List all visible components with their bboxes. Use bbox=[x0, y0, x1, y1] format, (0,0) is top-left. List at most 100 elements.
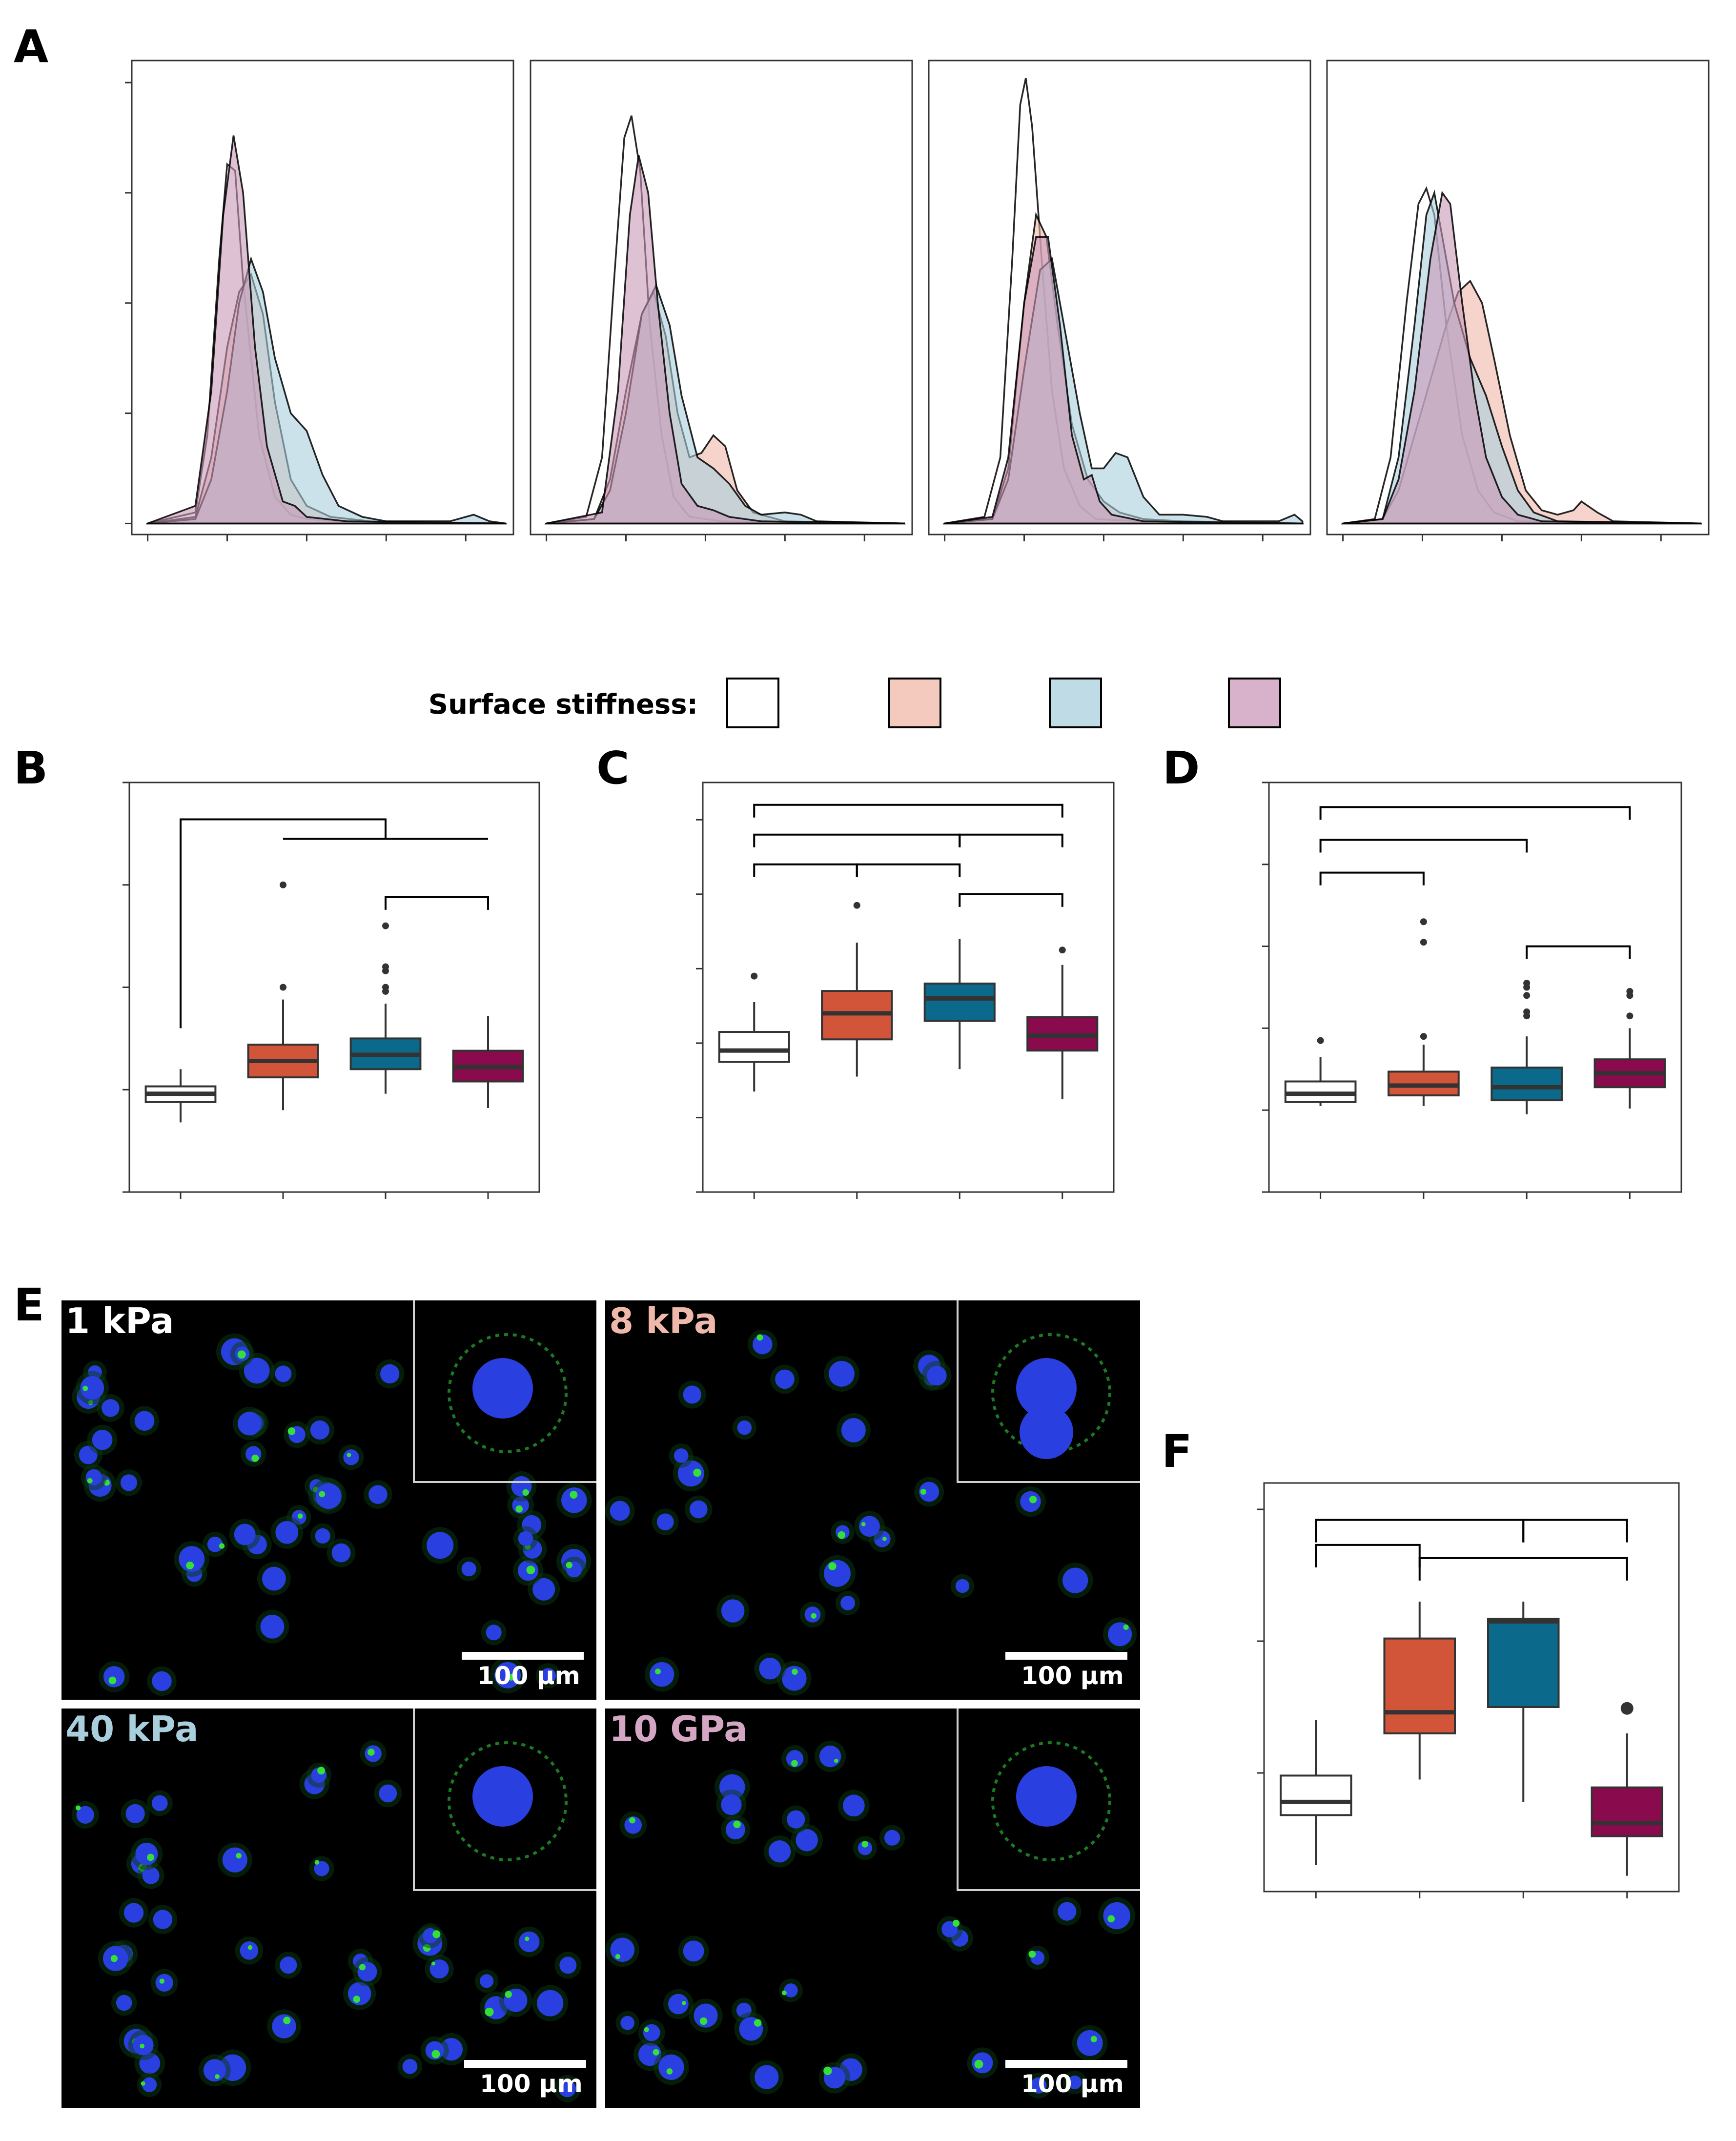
cell-nucleus bbox=[643, 2024, 660, 2041]
outlier-point bbox=[1420, 939, 1427, 946]
focal-adhesion-spot bbox=[353, 1996, 361, 2003]
cell-nucleus bbox=[721, 1794, 742, 1815]
cell-nucleus bbox=[561, 1487, 587, 1513]
inset-cell-outline bbox=[991, 1741, 1111, 1861]
cell-nucleus bbox=[518, 1531, 533, 1546]
cell-nucleus bbox=[125, 1804, 145, 1824]
inset-nucleus bbox=[1016, 1766, 1077, 1827]
outlier-point bbox=[382, 984, 389, 991]
cell-nucleus bbox=[152, 1671, 172, 1691]
box-1kpa bbox=[1280, 1720, 1352, 1865]
micrograph-label: 10 GPa bbox=[609, 1709, 748, 1750]
box-10gpa bbox=[1593, 988, 1666, 1109]
focal-adhesion-spot bbox=[791, 1760, 798, 1767]
scale-bar-label: 100 µm bbox=[1021, 1662, 1124, 1690]
focal-adhesion-spot bbox=[317, 1767, 326, 1775]
cell-nucleus bbox=[683, 1940, 704, 1962]
focal-adhesion-spot bbox=[699, 2017, 708, 2025]
scale-bar bbox=[462, 1652, 584, 1660]
significance-bracket bbox=[1319, 806, 1631, 820]
cell-nucleus bbox=[331, 1543, 351, 1563]
focal-adhesion-spot bbox=[359, 1964, 366, 1971]
focal-adhesion-spot bbox=[283, 2017, 291, 2024]
focal-adhesion-spot bbox=[319, 1491, 326, 1498]
cell-nucleus bbox=[674, 1448, 689, 1463]
cell-nucleus bbox=[532, 1578, 555, 1601]
zoom-inset bbox=[957, 1709, 1140, 1891]
box-8kpa bbox=[247, 881, 319, 1111]
outlier-point bbox=[382, 963, 389, 970]
cell-nucleus bbox=[102, 1399, 120, 1417]
legend-swatch-40kpa bbox=[1049, 678, 1102, 728]
box-10gpa bbox=[452, 1016, 524, 1109]
cell-nucleus bbox=[755, 2065, 779, 2089]
cell-nucleus bbox=[689, 1500, 708, 1519]
cell-nucleus bbox=[823, 1560, 851, 1587]
focal-adhesion-spot bbox=[733, 1820, 741, 1829]
scale-bar-label: 100 µm bbox=[480, 2070, 583, 2098]
density-curve-10gpa bbox=[942, 236, 1304, 525]
cell-nucleus bbox=[486, 1625, 502, 1641]
focal-adhesion-spot bbox=[432, 1930, 441, 1938]
inset-cell-outline bbox=[448, 1741, 568, 1861]
focal-adhesion-spot bbox=[1029, 1496, 1037, 1503]
focal-adhesion-spot bbox=[834, 1758, 838, 1763]
focal-adhesion-spot bbox=[882, 1536, 887, 1541]
significance-bracket bbox=[1319, 839, 1528, 853]
cell-nucleus bbox=[123, 1903, 144, 1923]
cell-nucleus bbox=[310, 1420, 329, 1440]
outlier-point bbox=[1523, 992, 1531, 999]
significance-bracket bbox=[1418, 1557, 1628, 1581]
facet-4 bbox=[1326, 60, 1710, 541]
box-40kpa bbox=[1487, 1602, 1560, 1802]
zoom-inset bbox=[957, 1300, 1140, 1483]
panel-f-focal-adhesions-boxplot bbox=[1257, 1482, 1680, 1898]
focal-adhesion-spot bbox=[237, 1350, 246, 1359]
cell-nucleus bbox=[380, 1364, 400, 1384]
cell-nucleus bbox=[787, 1810, 805, 1829]
box-iqr bbox=[1383, 1637, 1456, 1735]
cell-nucleus bbox=[620, 2016, 635, 2030]
outlier-point bbox=[1620, 1702, 1634, 1715]
outlier-point bbox=[1059, 947, 1066, 954]
panel-d-length-width-boxplot bbox=[1262, 782, 1682, 1199]
cell-nucleus bbox=[768, 1840, 791, 1863]
focal-adhesion-spot bbox=[110, 1955, 118, 1962]
cell-nucleus bbox=[1030, 2077, 1047, 2094]
focal-adhesion-spot bbox=[485, 2007, 494, 2017]
significance-bracket bbox=[1522, 1519, 1628, 1543]
panel-label-c: C bbox=[596, 742, 630, 794]
panel-c-cell-width-boxplot bbox=[696, 782, 1115, 1199]
outlier-point bbox=[280, 984, 286, 991]
cell-nucleus bbox=[207, 1536, 223, 1552]
cell-nucleus bbox=[1103, 1902, 1130, 1930]
significance-bracket bbox=[856, 863, 961, 877]
focal-adhesion-spot bbox=[215, 2074, 220, 2079]
micrograph-label: 8 kPa bbox=[609, 1300, 718, 1341]
cell-nucleus bbox=[649, 1662, 674, 1687]
outlier-point bbox=[1523, 1008, 1531, 1015]
panel-label-d: D bbox=[1163, 742, 1200, 794]
panel-a-density-plots bbox=[125, 60, 1710, 541]
focal-adhesion-spot bbox=[505, 1991, 512, 1998]
cell-nucleus bbox=[843, 1794, 865, 1817]
focal-adhesion-spot bbox=[141, 2081, 145, 2086]
facet-3 bbox=[928, 60, 1311, 541]
cell-nucleus bbox=[142, 2077, 157, 2092]
focal-adhesion-spot bbox=[87, 1478, 93, 1484]
cell-nucleus bbox=[668, 1994, 689, 2015]
focal-adhesion-spot bbox=[186, 1561, 194, 1569]
focal-adhesion-spot bbox=[828, 1562, 837, 1570]
focal-adhesion-spot bbox=[526, 1565, 535, 1574]
focal-adhesion-spot bbox=[693, 1468, 701, 1477]
cell-nucleus bbox=[1062, 1567, 1088, 1593]
significance-bracket bbox=[959, 893, 1063, 907]
box-iqr bbox=[1591, 1786, 1663, 1837]
panel-label-a: A bbox=[14, 21, 49, 73]
inset-nucleus bbox=[472, 1358, 533, 1419]
cell-nucleus bbox=[135, 1842, 158, 1865]
cell-nucleus bbox=[379, 1784, 397, 1803]
cell-nucleus bbox=[402, 2059, 418, 2074]
outlier-point bbox=[280, 881, 286, 888]
cell-nucleus bbox=[244, 1358, 270, 1384]
